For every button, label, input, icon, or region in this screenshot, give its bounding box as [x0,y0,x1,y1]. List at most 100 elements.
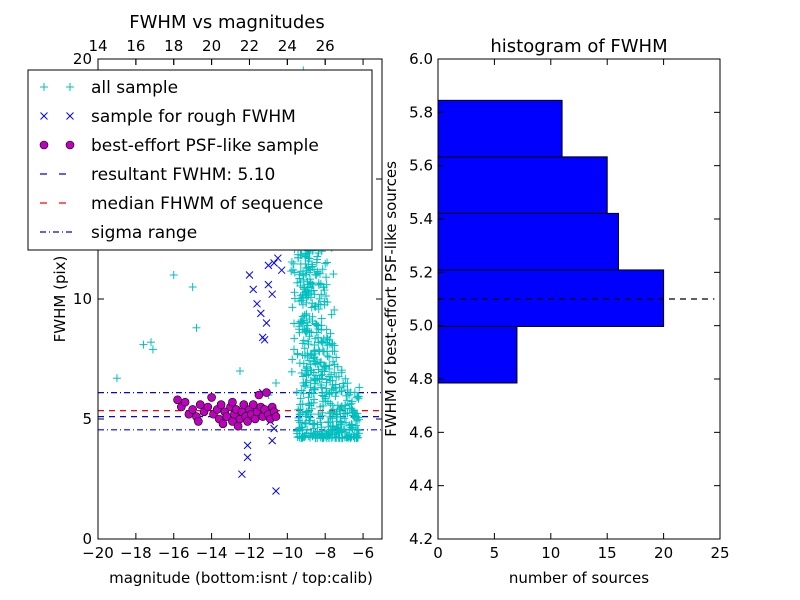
psf-sample-point [207,393,216,402]
scatter-top-tick-label: 22 [240,37,259,55]
legend-label: resultant FWHM: 5.10 [91,165,275,185]
all-sample-point [316,433,325,442]
scatter-x-tick-label: −18 [120,544,152,562]
psf-sample-point [173,395,182,405]
all-sample-point [332,353,341,362]
scatter-top-tick-label: 24 [278,37,297,55]
all-sample-point [302,309,311,318]
histogram-y-tick-label: 4.8 [409,370,433,388]
all-sample-point [112,374,121,383]
all-sample-point [308,420,317,429]
all-sample-point [335,383,344,392]
histogram-plot-area [437,99,715,384]
histogram-bar [437,156,608,214]
rough-sample-point [270,259,278,267]
histogram-x-axis: 0 5 10 15 20 25 [433,59,730,562]
all-sample-point [293,278,302,287]
all-sample-point [322,338,331,347]
all-sample-point [290,319,299,328]
all-sample-point [296,267,305,276]
all-sample-point [329,421,338,430]
scatter-y-tick-label: 5 [82,410,92,428]
all-sample-point [348,397,357,406]
all-sample-point [309,429,318,438]
all-sample-point [298,408,307,417]
legend-entry: all sample [40,78,178,98]
all-sample-point [318,339,327,348]
legend-label: median FHWM of sequence [91,194,323,214]
all-sample-point [306,365,315,374]
legend-label: sigma range [91,223,197,243]
all-sample-point [310,379,319,388]
all-sample-point [330,305,339,314]
all-sample-point [299,275,308,284]
all-sample-point [304,263,313,272]
scatter-y-axis: 0 5 10 20 [73,50,382,548]
rough-sample-point [264,261,273,270]
all-sample-point [355,383,364,392]
all-sample-point [300,344,309,353]
rough-sample-point [270,424,278,433]
scatter-x-tick-label: −20 [82,544,114,562]
all-sample-point [310,357,319,366]
all-sample-point [353,393,362,402]
rough-sample-point [253,299,261,308]
all-sample-point [321,397,330,406]
all-sample-point [325,409,334,418]
all-sample-point [315,375,324,384]
all-sample-point [318,367,327,376]
all-sample-point [307,410,316,419]
all-sample-point [314,324,323,333]
all-sample-point [236,367,244,375]
histogram-x-tick-label: 15 [598,544,617,562]
all-sample-point [327,370,336,379]
all-sample-point [302,407,311,416]
histogram-x-tick-label: 5 [490,544,500,562]
scatter-y-tick-label: 0 [82,530,92,548]
psf-sample-point [239,400,249,409]
rough-sample-point [260,335,269,344]
rough-sample-point [274,254,282,263]
all-sample-point [303,280,312,289]
histogram-x-tick-label: 25 [710,544,729,562]
rough-sample-point [268,290,277,299]
all-sample-point [303,366,312,375]
psf-sample-point [262,388,271,397]
histogram-bar [437,212,619,271]
scatter-top-tick-label: 14 [88,37,107,55]
all-sample-point [290,268,299,277]
all-sample-point [329,357,338,366]
all-sample-point [311,334,320,343]
all-sample-point [309,286,318,295]
all-sample-point [297,296,306,305]
all-sample-point [346,388,355,397]
all-sample-point [296,291,305,300]
legend-plus-marker [40,83,48,91]
all-sample-point [313,252,322,261]
histogram-title: histogram of FWHM [490,36,667,57]
all-sample-point [300,419,309,428]
legend-label: sample for rough FWHM [91,107,296,127]
all-sample-point [147,338,156,347]
all-sample-point [169,271,178,279]
all-sample-point [322,292,331,301]
histogram-y-tick-label: 5.2 [409,263,433,281]
legend-box [27,69,373,251]
all-sample-point [317,314,326,323]
all-sample-point [305,401,314,410]
scatter-x-tick-label: −14 [196,544,228,562]
rough-sample-point [264,280,273,289]
all-sample-point [271,379,280,387]
all-sample-point [322,363,331,372]
scatter-x-tick-label: −12 [234,544,266,562]
all-sample-point [300,433,309,442]
rough-sample-point [268,436,277,445]
all-sample-point [325,390,334,399]
all-sample-point [328,339,337,348]
all-sample-point [139,340,148,349]
all-sample-point [326,399,335,408]
all-sample-point [188,283,197,291]
all-sample-point [323,351,332,360]
psf-sample-point [271,412,281,421]
all-sample-point [296,394,305,403]
